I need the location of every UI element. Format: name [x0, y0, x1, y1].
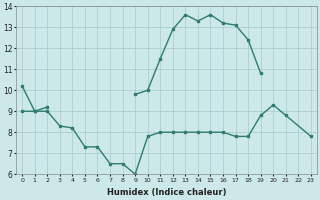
X-axis label: Humidex (Indice chaleur): Humidex (Indice chaleur): [107, 188, 226, 197]
